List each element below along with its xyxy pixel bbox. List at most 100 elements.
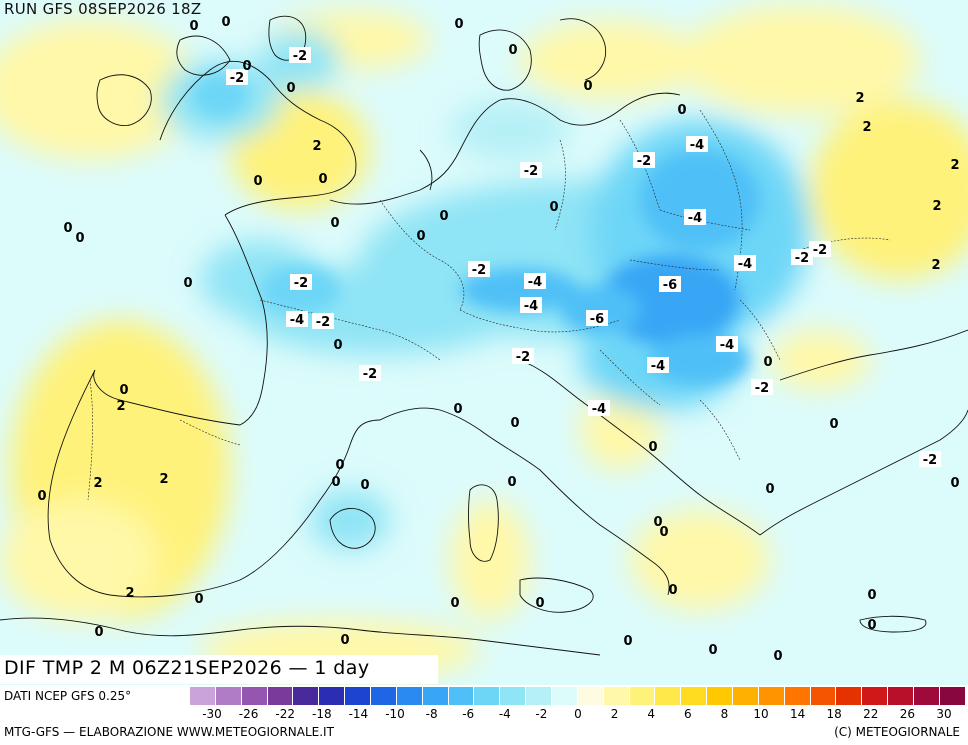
legend-ticks: -30 -26 -22 -18 -14 -10 -8 -6 -4 -2 0 2 4 6 8 10 14 18 22 2… (190, 707, 966, 723)
legend-swatch (448, 687, 475, 705)
contour-label-text: 0 (583, 79, 592, 94)
legend-tick-label: 0 (574, 707, 582, 721)
legend-swatch (526, 687, 553, 705)
contour-label-text: 0 (286, 81, 295, 96)
contour-label-text: 0 (439, 209, 448, 224)
legend-swatch (733, 687, 759, 705)
contour-label: 0 (94, 625, 103, 640)
contour-label: -4 (524, 273, 546, 290)
contour-label-text: -2 (230, 71, 244, 86)
contour-label: 0 (221, 15, 230, 30)
contour-label-text: 0 (360, 478, 369, 493)
contour-label-text: 0 (648, 440, 657, 455)
contour-label-text: -4 (651, 359, 665, 374)
contour-label-text: -2 (294, 276, 308, 291)
legend-swatch (784, 687, 811, 705)
contour-label-text: 2 (116, 399, 125, 414)
legend-tick-label: -2 (535, 707, 548, 721)
contour-label: 0 (416, 229, 425, 244)
contour-label-text: 2 (950, 158, 959, 173)
contour-label-text: 0 (63, 221, 72, 236)
contour-label: 0 (773, 649, 782, 664)
legend-swatch (655, 687, 682, 705)
contour-label-text: -4 (592, 402, 606, 417)
contour-label-text: 0 (335, 458, 344, 473)
legend-swatch (267, 687, 294, 705)
contour-label-text: -4 (528, 275, 542, 290)
contour-label: 0 (331, 475, 340, 490)
legend-swatch (552, 687, 578, 705)
contour-label-text: 0 (765, 482, 774, 497)
map-title: DIF TMP 2 M 06Z21SEP2026 — 1 day (4, 657, 370, 679)
contour-label: 0 (286, 81, 295, 96)
contour-label-text: -2 (524, 164, 538, 179)
contour-label: 0 (37, 489, 46, 504)
legend-swatch (396, 687, 423, 705)
legend-tick-label: 8 (720, 707, 729, 721)
contour-label-text: 0 (454, 17, 463, 32)
legend-swatch (629, 687, 656, 705)
contour-label-text: 0 (242, 59, 251, 74)
contour-label: 0 (340, 633, 349, 648)
contour-label: -2 (289, 47, 311, 64)
contour-label-text: 2 (862, 120, 871, 135)
legend-tick-label: -18 (311, 707, 332, 721)
contour-label: 0 (677, 103, 686, 118)
copyright: (C) METEOGIORNALE (834, 725, 960, 739)
legend-tick-label: -4 (498, 707, 511, 721)
contour-label-text: -2 (472, 263, 486, 278)
contour-label: 2 (116, 399, 125, 414)
data-source: DATI NCEP GFS 0.25° (4, 689, 132, 703)
contour-label-text: 0 (763, 355, 772, 370)
contour-label: -4 (286, 311, 308, 328)
contour-label: 2 (125, 586, 134, 601)
legend-swatch (500, 687, 527, 705)
legend-swatch (422, 687, 449, 705)
contour-label-text: 0 (510, 416, 519, 431)
contour-label: 0 (867, 588, 876, 603)
legend-tick-label: 4 (647, 707, 656, 721)
contour-label-text: 0 (37, 489, 46, 504)
contour-label-text: 0 (653, 515, 662, 530)
contour-label-text: -4 (688, 211, 702, 226)
contour-label-text: 2 (931, 258, 940, 273)
contour-label-text: 0 (221, 15, 230, 30)
legend-swatch (939, 687, 966, 705)
contour-label: 0 (360, 478, 369, 493)
legend-tick-label: 30 (936, 707, 952, 721)
contour-label: -2 (751, 379, 773, 396)
contour-label-text: 0 (189, 19, 198, 34)
legend-tick-label: -26 (238, 707, 259, 721)
legend-tick-label: 2 (610, 707, 619, 721)
legend-swatch (293, 687, 320, 705)
contour-label: 0 (439, 209, 448, 224)
legend-swatch (474, 687, 501, 705)
contour-label: -4 (588, 400, 610, 417)
contour-label: -2 (468, 261, 490, 278)
legend-swatch (862, 687, 889, 705)
contour-label-text: -4 (524, 299, 538, 314)
run-title: RUN GFS 08SEP2026 18Z (4, 0, 202, 18)
contour-label-text: -2 (316, 315, 330, 330)
contour-label-text: 0 (318, 172, 327, 187)
contour-label: -2 (312, 313, 334, 330)
contour-label: 0 (333, 338, 342, 353)
contour-label: 0 (450, 596, 459, 611)
legend-tick-label: -22 (275, 707, 295, 721)
map-title-box (0, 655, 438, 684)
contour-label-text: -4 (720, 338, 734, 353)
legend-swatch (681, 687, 708, 705)
contour-label-text: 0 (340, 633, 349, 648)
contour-label: 0 (508, 43, 517, 58)
contour-label-text: 0 (867, 588, 876, 603)
contour-label-text: -2 (795, 251, 809, 266)
contour-label: -2 (520, 162, 542, 179)
contour-label: -4 (647, 357, 669, 374)
contour-label: 0 (829, 417, 838, 432)
contour-label: -2 (290, 274, 312, 291)
legend-tick-label: 18 (826, 707, 842, 721)
contour-label-text: 2 (93, 476, 102, 491)
contour-label-text: 0 (508, 43, 517, 58)
